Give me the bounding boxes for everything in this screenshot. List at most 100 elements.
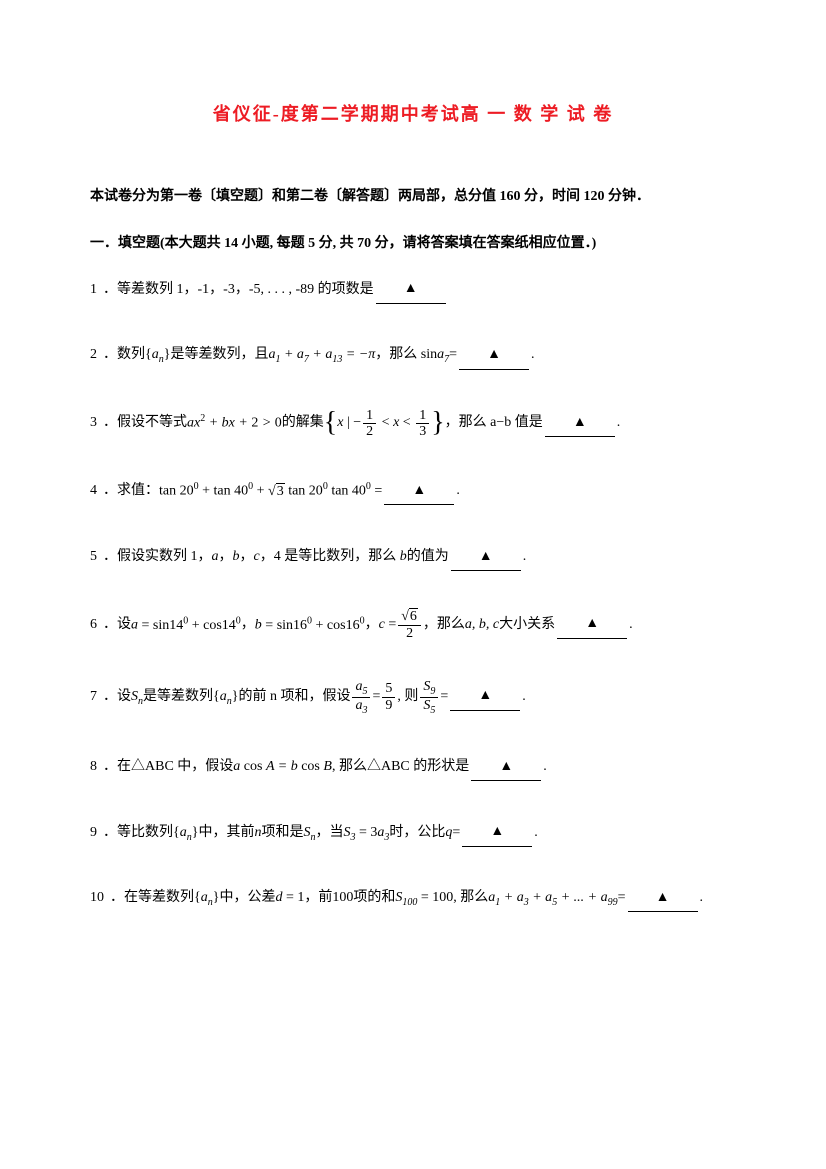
question-text: 项和是 xyxy=(261,820,303,847)
answer-blank: ▲ xyxy=(451,544,521,572)
question-8: 8 ．在△ABC 中，假设 a cos A = b cos B , 那么△ABC… xyxy=(90,754,736,782)
period: . xyxy=(543,754,547,781)
math-var: Sn xyxy=(303,820,315,847)
math-var: a, b, c xyxy=(465,612,499,639)
question-6: 6 ．设 a = sin140 + cos140， b = sin160 + c… xyxy=(90,609,736,641)
math-seq: {an} xyxy=(194,885,219,912)
answer-blank: ▲ xyxy=(450,683,520,711)
math-expr: a = sin140 + cos140 xyxy=(131,611,241,639)
question-text: 的前 n 项和，假设 xyxy=(238,684,350,711)
math-expr: b = sin160 + cos160 xyxy=(255,611,365,639)
math-expr: ax2 + bx + 2 > 0 xyxy=(187,409,282,437)
question-text: ．设 xyxy=(103,612,131,639)
question-number: 4 xyxy=(90,478,97,505)
question-text: ，4 是等比数列，那么 xyxy=(260,544,397,571)
question-text: ．等差数列 1，-1，-3，-5, . . . , -89 的项数是 xyxy=(103,277,374,304)
question-text: ，当 xyxy=(315,820,343,847)
question-2: 2 ．数列 {an} 是等差数列，且 a1 + a7 + a13 = −π ，那… xyxy=(90,342,736,370)
math-expr: a1 + a7 + a13 = −π xyxy=(268,342,375,369)
answer-blank: ▲ xyxy=(471,754,541,782)
period: . xyxy=(456,478,460,505)
eq: = xyxy=(452,820,460,847)
math-frac: S9 S5 xyxy=(420,679,438,716)
question-7: 7 ．设 Sn 是等差数列 {an} 的前 n 项和，假设 a5 a3 = 5 … xyxy=(90,679,736,716)
question-9: 9 ．等比数列 {an} 中，其前 n 项和是 Sn ，当 S3 = 3a3 时… xyxy=(90,819,736,847)
period: . xyxy=(523,544,527,571)
math-seq: {an} xyxy=(173,820,198,847)
question-text: 是等差数列，且 xyxy=(170,342,268,369)
answer-blank: ▲ xyxy=(545,410,615,438)
math-var: Sn xyxy=(131,684,143,711)
question-text: 是等差数列 xyxy=(143,684,213,711)
question-text: 大小关系 xyxy=(499,612,555,639)
math-expr: d = 1 xyxy=(275,885,304,912)
question-text: ．在△ABC 中，假设 xyxy=(103,754,233,781)
eq: = xyxy=(440,684,448,711)
question-text: 中，其前 xyxy=(198,820,254,847)
question-text: 的解集 xyxy=(282,410,324,437)
math-expr: a cos A = b cos B xyxy=(233,754,332,781)
answer-blank: ▲ xyxy=(557,611,627,639)
math-expr: S3 = 3a3 xyxy=(343,820,389,847)
question-text: , 那么 xyxy=(453,885,488,912)
question-text: 中，公差 xyxy=(219,885,275,912)
period: . xyxy=(522,684,526,711)
math-var: a xyxy=(212,544,219,571)
question-text: ．假设不等式 xyxy=(103,410,187,437)
question-text: ，那么 xyxy=(423,612,465,639)
period: . xyxy=(629,612,633,639)
question-text: 项的和 xyxy=(353,885,395,912)
question-number: 8 xyxy=(90,754,97,781)
period: . xyxy=(617,410,621,437)
question-number: 2 xyxy=(90,342,97,369)
exam-intro: 本试卷分为第一卷〔填空题〕和第二卷〔解答题〕两局部，总分值 160 分，时间 1… xyxy=(90,186,736,208)
question-text: ，那么 sin xyxy=(375,342,437,369)
question-text: 的值为 xyxy=(407,544,449,571)
math-num: 100 xyxy=(332,885,353,912)
math-expr: c = xyxy=(379,612,397,639)
question-number: 6 xyxy=(90,612,97,639)
question-text: , 那么△ABC 的形状是 xyxy=(332,754,469,781)
answer-blank: ▲ xyxy=(628,885,698,913)
math-expr: a1 + a3 + a5 + ... + a99 xyxy=(488,885,617,912)
eq: = xyxy=(372,684,380,711)
question-number: 3 xyxy=(90,410,97,437)
question-3: 3 ．假设不等式 ax2 + bx + 2 > 0 的解集 { x | − 12… xyxy=(90,408,736,440)
question-text: ，那么 a−b 值是 xyxy=(445,410,543,437)
math-expr: tan 200 + tan 400 + 3 tan 200 tan 400 = xyxy=(159,477,382,505)
math-seq: {an} xyxy=(145,342,170,369)
math-var: n xyxy=(254,820,261,847)
question-number: 5 xyxy=(90,544,97,571)
answer-blank: ▲ xyxy=(384,478,454,506)
question-text: ．求值： xyxy=(103,478,159,505)
math-set: { x | − 12 < x < 13 } xyxy=(324,408,445,440)
question-text: ．等比数列 xyxy=(103,820,173,847)
question-number: 9 xyxy=(90,820,97,847)
question-text: = xyxy=(449,342,457,369)
section-1-heading: 一．填空题(本大题共 14 小题, 每题 5 分, 共 70 分，请将答案填在答… xyxy=(90,232,736,252)
math-frac: 6 2 xyxy=(398,609,421,641)
math-frac: a5 a3 xyxy=(352,679,370,716)
question-text: ，前 xyxy=(304,885,332,912)
period: . xyxy=(700,885,704,912)
question-number: 1 xyxy=(90,277,97,304)
question-text: , 则 xyxy=(397,684,418,711)
eq: = xyxy=(618,885,626,912)
answer-blank: ▲ xyxy=(459,342,529,370)
exam-title: 省仪征-度第二学期期中考试高 一 数 学 试 卷 xyxy=(90,100,736,126)
period: . xyxy=(534,820,538,847)
question-text: ．假设实数列 1， xyxy=(103,544,212,571)
question-number: 7 xyxy=(90,684,97,711)
math-expr: S100 = 100 xyxy=(395,885,453,912)
question-text: ．设 xyxy=(103,684,131,711)
math-var: q xyxy=(445,820,452,847)
math-seq: {an} xyxy=(213,684,238,711)
answer-blank: ▲ xyxy=(462,819,532,847)
period: . xyxy=(531,342,535,369)
math-frac: 5 9 xyxy=(382,681,395,713)
question-10: 10 ．在等差数列 {an} 中，公差 d = 1 ，前 100 项的和 S10… xyxy=(90,885,736,913)
math-var: b xyxy=(396,544,407,571)
math-expr: a7 xyxy=(437,342,449,369)
question-number: 10 xyxy=(90,885,104,912)
answer-blank: ▲ xyxy=(376,276,446,304)
